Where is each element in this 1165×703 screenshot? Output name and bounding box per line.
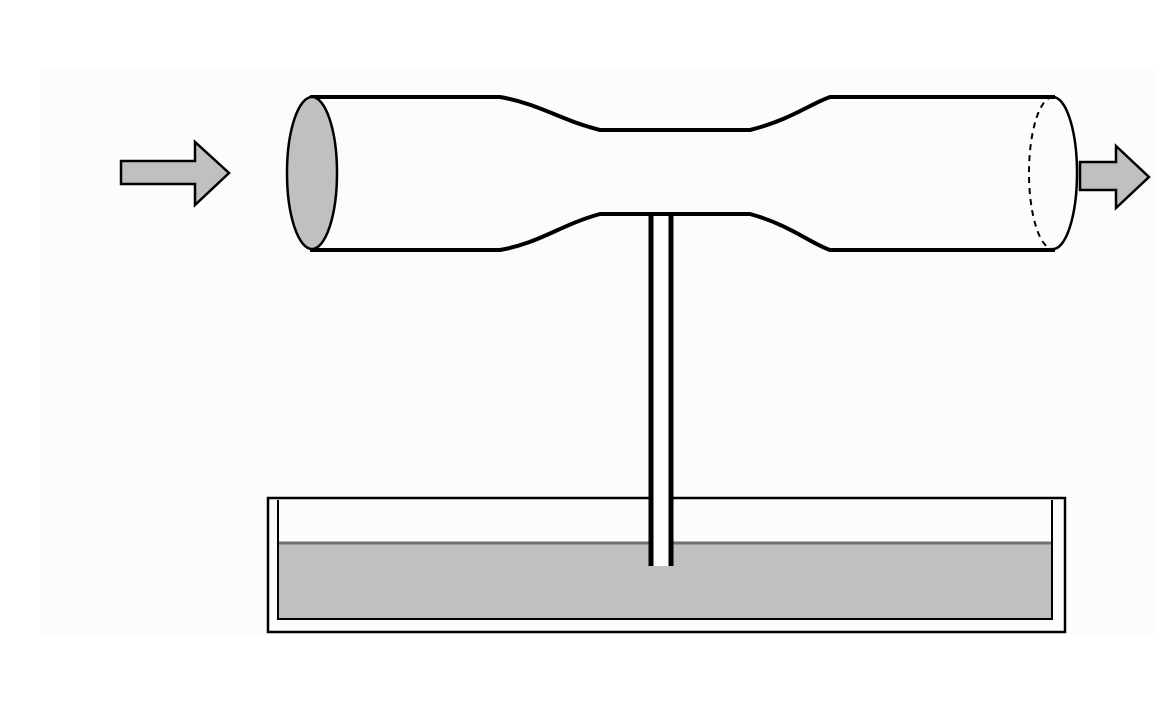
outlet-face — [1028, 95, 1079, 251]
outlet-face-front — [1052, 95, 1079, 251]
outlet-arrow-icon — [1078, 143, 1151, 211]
tube-top-wall — [310, 95, 1055, 132]
inlet-face — [285, 95, 339, 251]
inlet-arrow-icon — [119, 139, 231, 208]
canvas-background — [40, 70, 1155, 635]
basin-inner-wall — [277, 500, 1053, 620]
capillary-interior — [652, 216, 670, 566]
capillary-tube — [648, 216, 674, 566]
outlet-face-back — [1028, 96, 1054, 250]
basin-outer-wall — [266, 496, 1067, 634]
